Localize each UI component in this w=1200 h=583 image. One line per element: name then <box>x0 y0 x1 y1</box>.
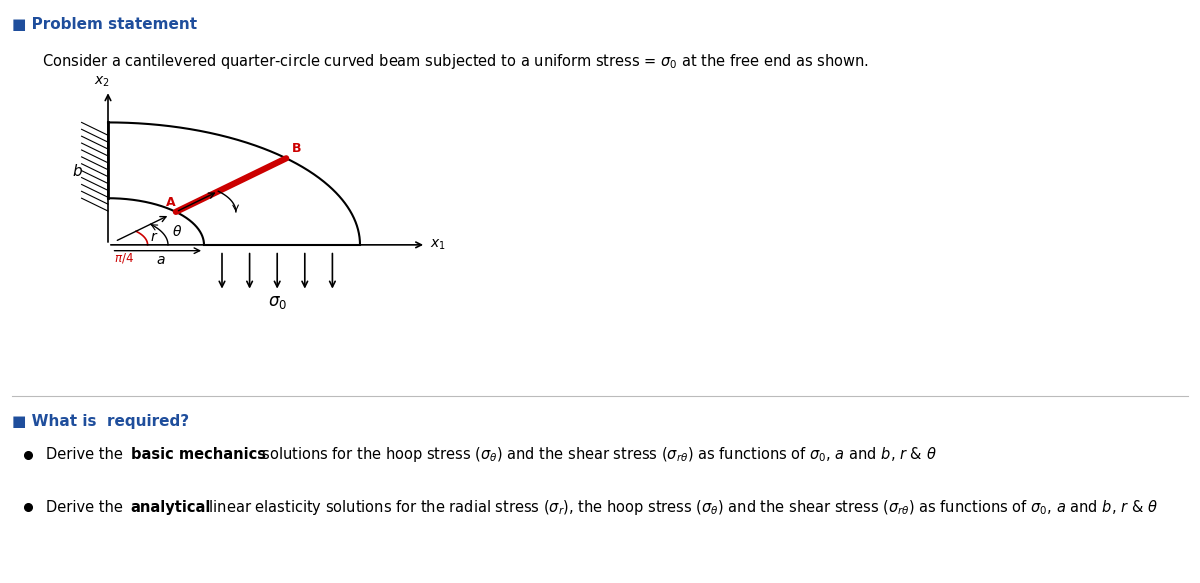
Text: ■ What is  required?: ■ What is required? <box>12 414 190 429</box>
Text: Derive the: Derive the <box>46 500 127 515</box>
Text: Consider a cantilevered quarter-circle curved beam subjected to a uniform stress: Consider a cantilevered quarter-circle c… <box>42 52 869 72</box>
Text: linear elasticity solutions for the radial stress ($\sigma_r$), the hoop stress : linear elasticity solutions for the radi… <box>204 498 1158 517</box>
Text: solutions for the hoop stress ($\sigma_\theta$) and the shear stress ($\sigma_{r: solutions for the hoop stress ($\sigma_\… <box>257 445 936 464</box>
Text: $\pi/4$: $\pi/4$ <box>114 251 134 265</box>
Text: A: A <box>167 196 176 209</box>
Text: $a$: $a$ <box>156 252 166 266</box>
Text: $r$: $r$ <box>150 230 158 244</box>
Text: $\sigma_0$: $\sigma_0$ <box>268 293 287 311</box>
Text: $x_2$: $x_2$ <box>94 75 110 89</box>
Text: B: B <box>292 142 301 156</box>
Text: Derive the: Derive the <box>46 447 127 462</box>
Text: ■ Problem statement: ■ Problem statement <box>12 17 197 33</box>
Text: $b$: $b$ <box>72 163 83 180</box>
Text: $x_1$: $x_1$ <box>430 238 445 252</box>
Text: basic mechanics: basic mechanics <box>131 447 266 462</box>
Text: $\theta$: $\theta$ <box>172 224 182 239</box>
Text: analytical: analytical <box>131 500 211 515</box>
